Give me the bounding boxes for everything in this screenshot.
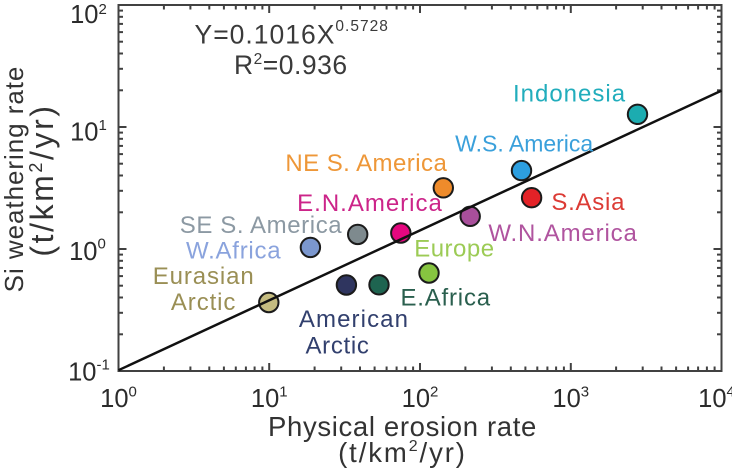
svg-text:Arctic: Arctic	[171, 289, 236, 316]
svg-text:R2=0.936: R2=0.936	[234, 50, 348, 80]
svg-text:S.Asia: S.Asia	[551, 189, 625, 216]
svg-text:0: 0	[98, 236, 106, 253]
svg-text:10: 10	[68, 359, 96, 387]
svg-text:Europe: Europe	[414, 236, 494, 263]
svg-text:(t/km2/yr): (t/km2/yr)	[338, 437, 467, 468]
svg-text:2: 2	[99, 1, 107, 18]
svg-text:W.Africa: W.Africa	[186, 238, 281, 265]
svg-text:1: 1	[99, 117, 107, 134]
svg-text:American: American	[299, 306, 409, 333]
svg-text:Si weathering rate: Si weathering rate	[0, 66, 29, 293]
svg-text:Arctic: Arctic	[305, 333, 369, 360]
svg-text:W.S. America: W.S. America	[455, 131, 593, 157]
svg-text:E.N.America: E.N.America	[297, 190, 443, 217]
svg-text:Indonesia: Indonesia	[513, 81, 626, 108]
svg-text:104: 104	[698, 384, 732, 414]
svg-text:(t/km2/yr): (t/km2/yr)	[24, 103, 60, 256]
svg-text:Physical erosion rate: Physical erosion rate	[268, 411, 537, 442]
svg-text:10: 10	[70, 119, 98, 147]
svg-text:NE S. America: NE S. America	[285, 150, 447, 177]
svg-text:10: 10	[70, 1, 98, 29]
svg-text:W.N.America: W.N.America	[488, 220, 637, 247]
svg-text:10: 10	[69, 238, 97, 266]
svg-text:-1: -1	[97, 357, 110, 374]
svg-text:Eurasian: Eurasian	[153, 263, 255, 290]
svg-text:SE S. America: SE S. America	[180, 212, 343, 239]
svg-text:E.Africa: E.Africa	[400, 285, 490, 312]
